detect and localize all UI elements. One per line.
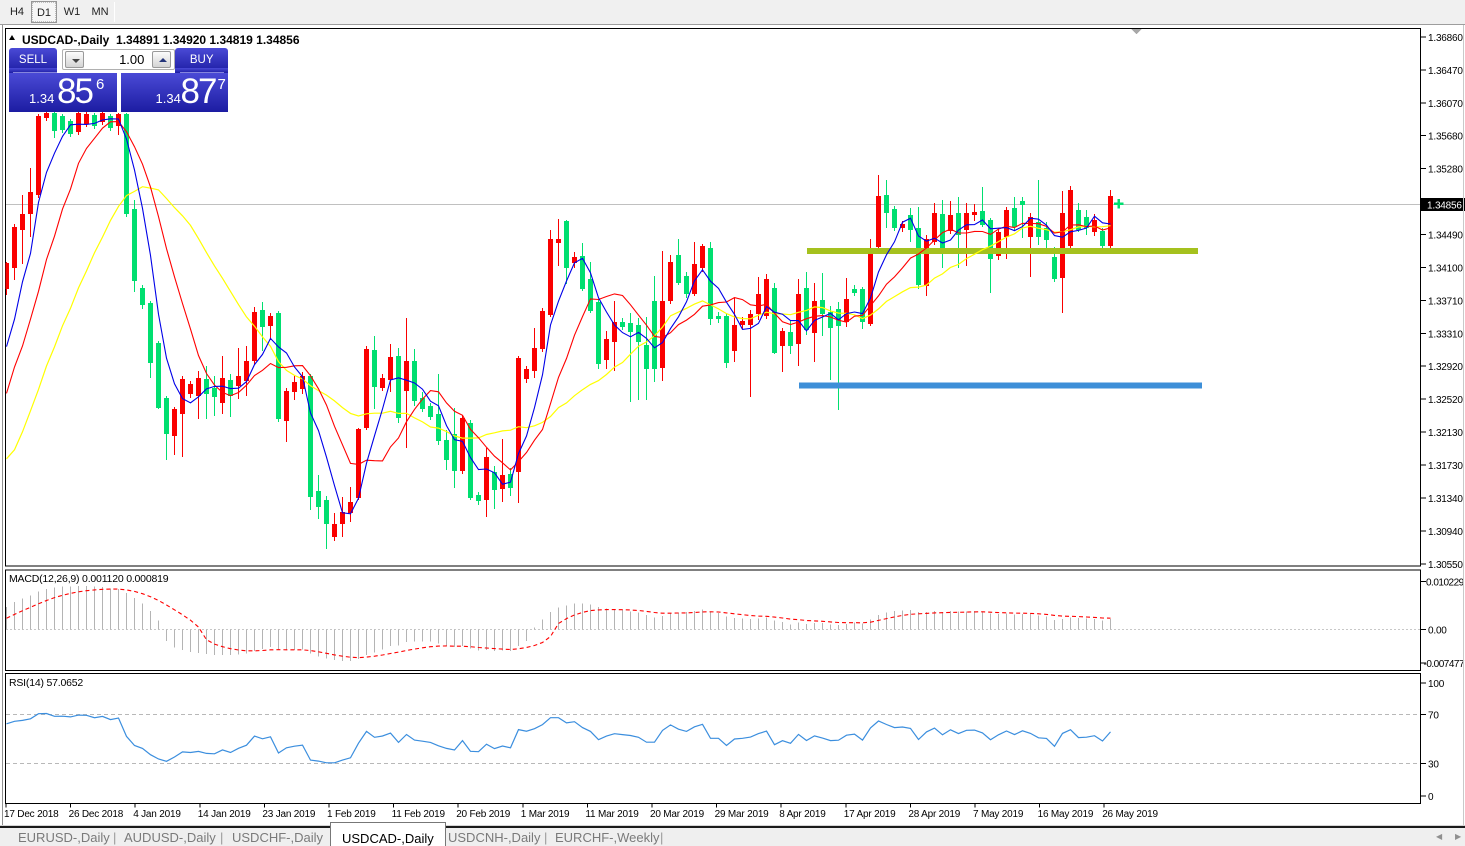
svg-text:1.36860: 1.36860 [1428,33,1463,44]
svg-text:1.30550: 1.30550 [1428,560,1463,571]
svg-text:26 May 2019: 26 May 2019 [1102,809,1158,820]
svg-text:1.35280: 1.35280 [1428,165,1463,176]
svg-text:1.33710: 1.33710 [1428,296,1463,307]
svg-text:1 Feb 2019: 1 Feb 2019 [327,809,376,820]
svg-text:16 May 2019: 16 May 2019 [1038,809,1094,820]
svg-text:26 Dec 2018: 26 Dec 2018 [69,809,124,820]
svg-text:7 May 2019: 7 May 2019 [973,809,1024,820]
svg-text:1.30940: 1.30940 [1428,527,1463,538]
svg-text:70: 70 [1428,710,1439,721]
svg-text:11 Mar 2019: 11 Mar 2019 [585,809,639,820]
svg-text:MACD(12,26,9) 0.001120 0.00081: MACD(12,26,9) 0.001120 0.000819 [9,573,169,585]
svg-text:1.36070: 1.36070 [1428,99,1463,110]
svg-text:1.34100: 1.34100 [1428,263,1463,274]
svg-text:11 Feb 2019: 11 Feb 2019 [392,809,446,820]
svg-text:1.36470: 1.36470 [1428,66,1463,77]
svg-text:20 Feb 2019: 20 Feb 2019 [456,809,511,820]
svg-text:8 Apr 2019: 8 Apr 2019 [779,809,826,820]
svg-text:28 Apr 2019: 28 Apr 2019 [908,809,960,820]
svg-text:RSI(14) 57.0652: RSI(14) 57.0652 [9,677,83,689]
svg-text:0: 0 [1428,792,1434,803]
svg-text:0.010229: 0.010229 [1426,578,1465,589]
svg-text:17 Apr 2019: 17 Apr 2019 [844,809,896,820]
svg-text:1.35680: 1.35680 [1428,132,1463,143]
svg-text:1.32920: 1.32920 [1428,362,1463,373]
svg-text:1.34490: 1.34490 [1428,231,1463,242]
svg-text:20 Mar 2019: 20 Mar 2019 [650,809,705,820]
svg-text:1.32130: 1.32130 [1428,428,1463,439]
svg-text:17 Dec 2018: 17 Dec 2018 [4,809,59,820]
svg-text:4 Jan 2019: 4 Jan 2019 [133,809,181,820]
svg-text:23 Jan 2019: 23 Jan 2019 [262,809,315,820]
svg-text:1.33310: 1.33310 [1428,329,1463,340]
svg-text:0.00: 0.00 [1428,626,1447,637]
svg-text:-0.007477: -0.007477 [1424,659,1465,670]
svg-text:1.32520: 1.32520 [1428,395,1463,406]
svg-text:100: 100 [1428,679,1445,690]
svg-text:29 Mar 2019: 29 Mar 2019 [715,809,770,820]
svg-text:1.31340: 1.31340 [1428,494,1463,505]
svg-text:1.34856: 1.34856 [1427,201,1462,212]
svg-text:14 Jan 2019: 14 Jan 2019 [198,809,251,820]
svg-text:1.31730: 1.31730 [1428,461,1463,472]
svg-text:30: 30 [1428,759,1439,770]
svg-text:1 Mar 2019: 1 Mar 2019 [521,809,570,820]
